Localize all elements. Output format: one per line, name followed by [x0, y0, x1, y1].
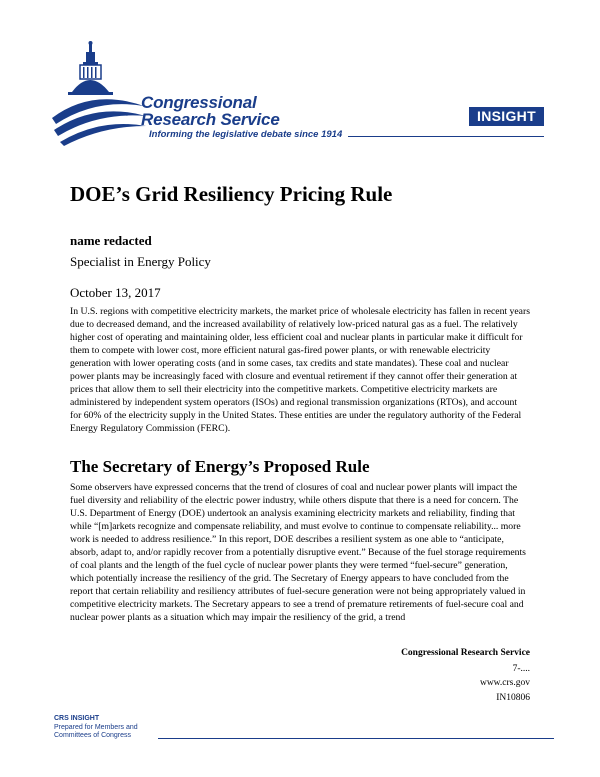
footer-number: 7-.... — [512, 664, 530, 674]
org-tagline: Informing the legislative debate since 1… — [149, 129, 343, 140]
footer-website: www.crs.gov — [479, 678, 530, 688]
capitol-dome-icon — [52, 41, 146, 146]
footer-prepared-line1: Prepared for Members and — [54, 724, 138, 731]
section-heading: The Secretary of Energy’s Proposed Rule — [70, 457, 370, 476]
author-role: Specialist in Energy Policy — [70, 254, 211, 269]
footer-doc-id: IN10806 — [496, 693, 530, 703]
insight-badge: INSIGHT — [469, 107, 544, 126]
footer-insight-label: CRS INSIGHT — [54, 715, 100, 722]
footer-prepared-line2: Committees of Congress — [54, 732, 132, 739]
org-name-line1: Congressional — [141, 93, 257, 112]
footer-divider — [158, 738, 554, 739]
body-paragraph: Some observers have expressed concerns t… — [70, 482, 526, 623]
footer-org: Congressional Research Service — [401, 648, 530, 658]
document-title: DOE’s Grid Resiliency Pricing Rule — [70, 182, 393, 206]
header-divider — [348, 136, 544, 137]
body-paragraph: In U.S. regions with competitive electri… — [70, 306, 530, 434]
org-name-line2: Research Service — [141, 110, 280, 129]
author-name: name redacted — [70, 233, 152, 248]
publication-date: October 13, 2017 — [70, 285, 161, 300]
